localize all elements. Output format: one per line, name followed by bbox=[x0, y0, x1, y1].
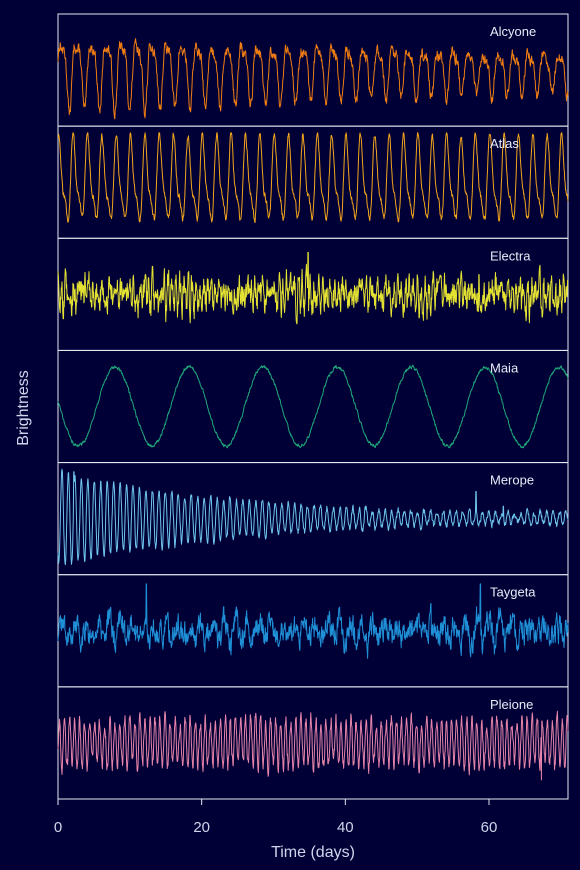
panel-atlas: Atlas bbox=[57, 125, 569, 239]
series-line-alcyone bbox=[57, 38, 569, 120]
series-line-pleione bbox=[57, 710, 569, 781]
panel-alcyone: Alcyone bbox=[57, 13, 569, 127]
series-label-maia: Maia bbox=[490, 360, 519, 375]
panel-pleione: Pleione bbox=[57, 686, 569, 800]
series-label-alcyone: Alcyone bbox=[490, 24, 536, 39]
series-line-maia bbox=[57, 364, 569, 449]
series-line-taygeta bbox=[57, 583, 569, 659]
x-axis: 0 20 40 60 bbox=[54, 799, 498, 836]
series-label-taygeta: Taygeta bbox=[490, 585, 536, 600]
panel-maia: Maia bbox=[57, 349, 569, 464]
series-label-atlas: Atlas bbox=[490, 136, 519, 151]
series-line-electra bbox=[57, 251, 569, 325]
y-axis-label: Brightness bbox=[15, 370, 32, 446]
x-axis-label: Time (days) bbox=[271, 844, 355, 861]
x-tick-label: 60 bbox=[481, 819, 498, 836]
x-tick-label: 20 bbox=[193, 819, 210, 836]
series-label-merope: Merope bbox=[490, 473, 534, 488]
panel-taygeta: Taygeta bbox=[57, 574, 569, 688]
x-tick-label: 40 bbox=[337, 819, 354, 836]
series-line-atlas bbox=[57, 132, 569, 223]
panel-merope: Merope bbox=[57, 462, 569, 576]
x-tick-label: 0 bbox=[54, 819, 62, 836]
series-label-electra: Electra bbox=[490, 248, 531, 263]
panel-electra: Electra bbox=[57, 237, 569, 351]
series-label-pleione: Pleione bbox=[490, 697, 533, 712]
series-line-merope bbox=[57, 468, 569, 566]
